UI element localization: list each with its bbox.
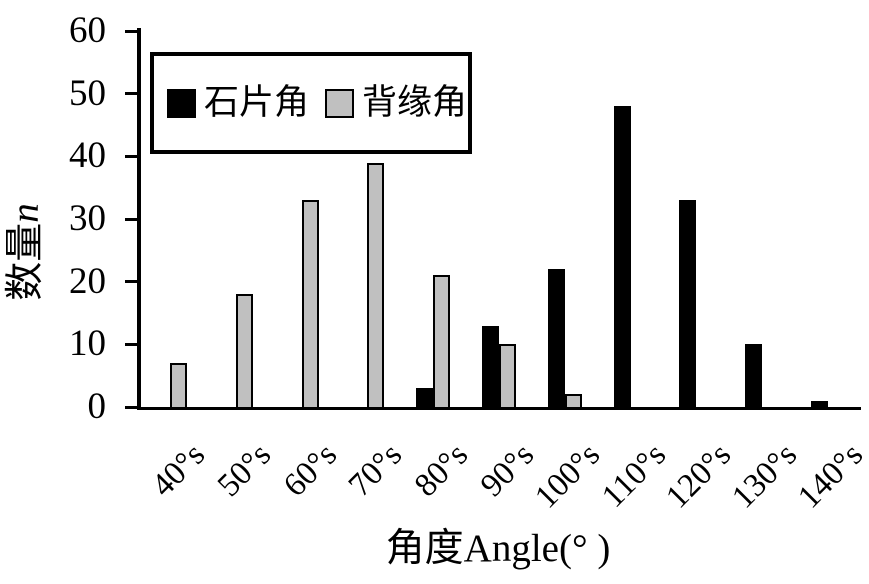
bar-dorsal-edge-angle [302,200,319,409]
bar-flake-angle [416,388,433,409]
legend: 石片角 背缘角 [150,52,472,154]
y-tick-mark [125,92,141,95]
bar-dorsal-edge-angle [236,294,253,409]
y-tick-label: 60 [69,10,106,51]
y-tick-label: 20 [69,261,106,302]
x-axis-title: 角度Angle(° ) [385,527,611,570]
y-tick-label: 10 [69,323,106,364]
bar-dorsal-edge-angle [433,275,450,409]
bar-flake-angle [482,326,499,409]
y-tick-mark [125,343,141,346]
y-tick-label: 50 [69,73,106,114]
bar-flake-angle [745,344,762,409]
bar-dorsal-edge-angle [499,344,516,409]
legend-swatch-flake-angle [167,88,196,118]
bar-dorsal-edge-angle [565,394,582,409]
bar-flake-angle [811,401,828,409]
y-tick-label: 0 [87,386,107,427]
bar-flake-angle [679,200,696,409]
y-tick-mark [125,218,141,221]
bar-dorsal-edge-angle [367,163,384,409]
bar-dorsal-edge-angle [170,363,187,409]
y-tick-label: 30 [69,198,106,239]
legend-label-flake-angle: 石片角 [204,83,310,122]
y-tick-mark [125,280,141,283]
legend-label-dorsal-edge-angle: 背缘角 [362,83,468,122]
bar-flake-angle [548,269,565,409]
y-tick-mark [125,406,141,409]
y-tick-label: 40 [69,135,106,176]
y-tick-mark [125,30,141,33]
y-tick-mark [125,155,141,158]
legend-swatch-dorsal-edge-angle [325,88,355,118]
bar-flake-angle [614,106,631,409]
